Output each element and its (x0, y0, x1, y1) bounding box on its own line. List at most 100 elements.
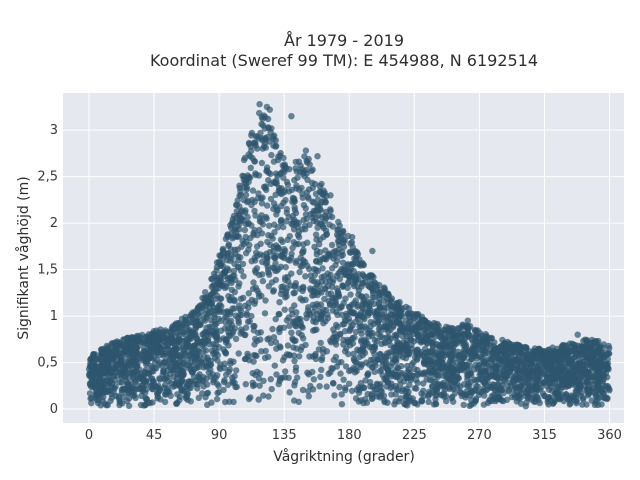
data-point (552, 368, 559, 375)
data-point (234, 263, 242, 270)
data-point (430, 401, 438, 408)
data-point (560, 366, 568, 373)
data-point (283, 288, 290, 295)
data-point (189, 350, 196, 357)
data-point (360, 347, 367, 354)
data-point (350, 364, 357, 372)
data-point (186, 378, 194, 385)
data-point (544, 398, 551, 406)
data-point (553, 375, 560, 383)
data-point (371, 368, 378, 375)
data-point (258, 113, 266, 121)
data-point (346, 318, 354, 326)
data-point (439, 339, 447, 346)
data-point (257, 129, 264, 137)
data-point (291, 206, 299, 214)
data-point (286, 389, 293, 396)
data-point (276, 187, 283, 194)
data-point (511, 365, 519, 372)
data-point (392, 391, 399, 398)
data-point (318, 180, 325, 188)
data-point (309, 292, 316, 299)
data-point (167, 392, 174, 400)
data-point (566, 360, 573, 368)
data-point (285, 213, 292, 221)
data-point (317, 206, 324, 213)
data-point (307, 287, 315, 294)
data-point (231, 379, 238, 386)
data-point (350, 355, 358, 362)
data-point (265, 222, 273, 229)
data-point (258, 159, 266, 167)
data-point (152, 383, 160, 390)
data-point (506, 340, 514, 348)
data-point (222, 337, 230, 344)
data-point (429, 377, 436, 384)
data-point (328, 365, 335, 372)
data-point (396, 298, 403, 306)
data-point (317, 373, 324, 381)
data-point (361, 338, 368, 345)
data-point (434, 381, 441, 389)
data-point (272, 143, 279, 150)
data-point (604, 355, 611, 363)
data-point (332, 297, 339, 304)
data-point (371, 279, 378, 286)
data-point (171, 359, 179, 366)
data-point (206, 304, 213, 312)
data-point (493, 366, 501, 374)
data-point (312, 266, 320, 273)
data-point (318, 354, 326, 362)
data-point (449, 359, 456, 367)
data-point (426, 353, 433, 360)
data-point (319, 265, 326, 272)
data-point (538, 369, 545, 376)
data-point (305, 371, 312, 378)
data-point (251, 158, 258, 165)
data-point (147, 375, 154, 382)
data-point (388, 383, 395, 390)
data-point (405, 388, 412, 396)
data-point (210, 350, 217, 358)
data-point (281, 354, 288, 361)
data-point (260, 392, 267, 399)
data-point (154, 395, 161, 402)
data-point (226, 257, 234, 264)
data-point (292, 280, 299, 287)
data-point (334, 238, 342, 245)
data-point (408, 341, 415, 349)
data-point (170, 367, 177, 374)
data-point (266, 271, 273, 278)
data-point (347, 291, 354, 298)
data-point (405, 305, 412, 312)
data-point (230, 398, 237, 406)
data-point (247, 394, 254, 401)
data-point (594, 380, 601, 387)
data-point (535, 345, 543, 353)
data-point (202, 289, 209, 296)
data-point (453, 340, 461, 347)
data-point (400, 386, 407, 393)
data-point (216, 336, 223, 343)
data-point (191, 342, 199, 349)
data-point (267, 376, 274, 383)
data-point (190, 330, 197, 337)
data-point (516, 383, 524, 390)
data-point (330, 379, 337, 387)
data-point (199, 390, 206, 397)
data-point (342, 386, 349, 394)
data-point (387, 335, 394, 343)
data-point (588, 344, 595, 351)
data-point (314, 153, 321, 160)
data-point (408, 361, 415, 368)
data-point (355, 291, 362, 298)
data-point (200, 374, 207, 381)
data-point (395, 398, 403, 405)
data-point (281, 245, 288, 253)
data-point (414, 332, 421, 339)
data-point (215, 315, 222, 322)
data-point (574, 331, 581, 338)
data-point (268, 232, 275, 240)
data-point (140, 347, 148, 355)
data-point (289, 244, 296, 252)
